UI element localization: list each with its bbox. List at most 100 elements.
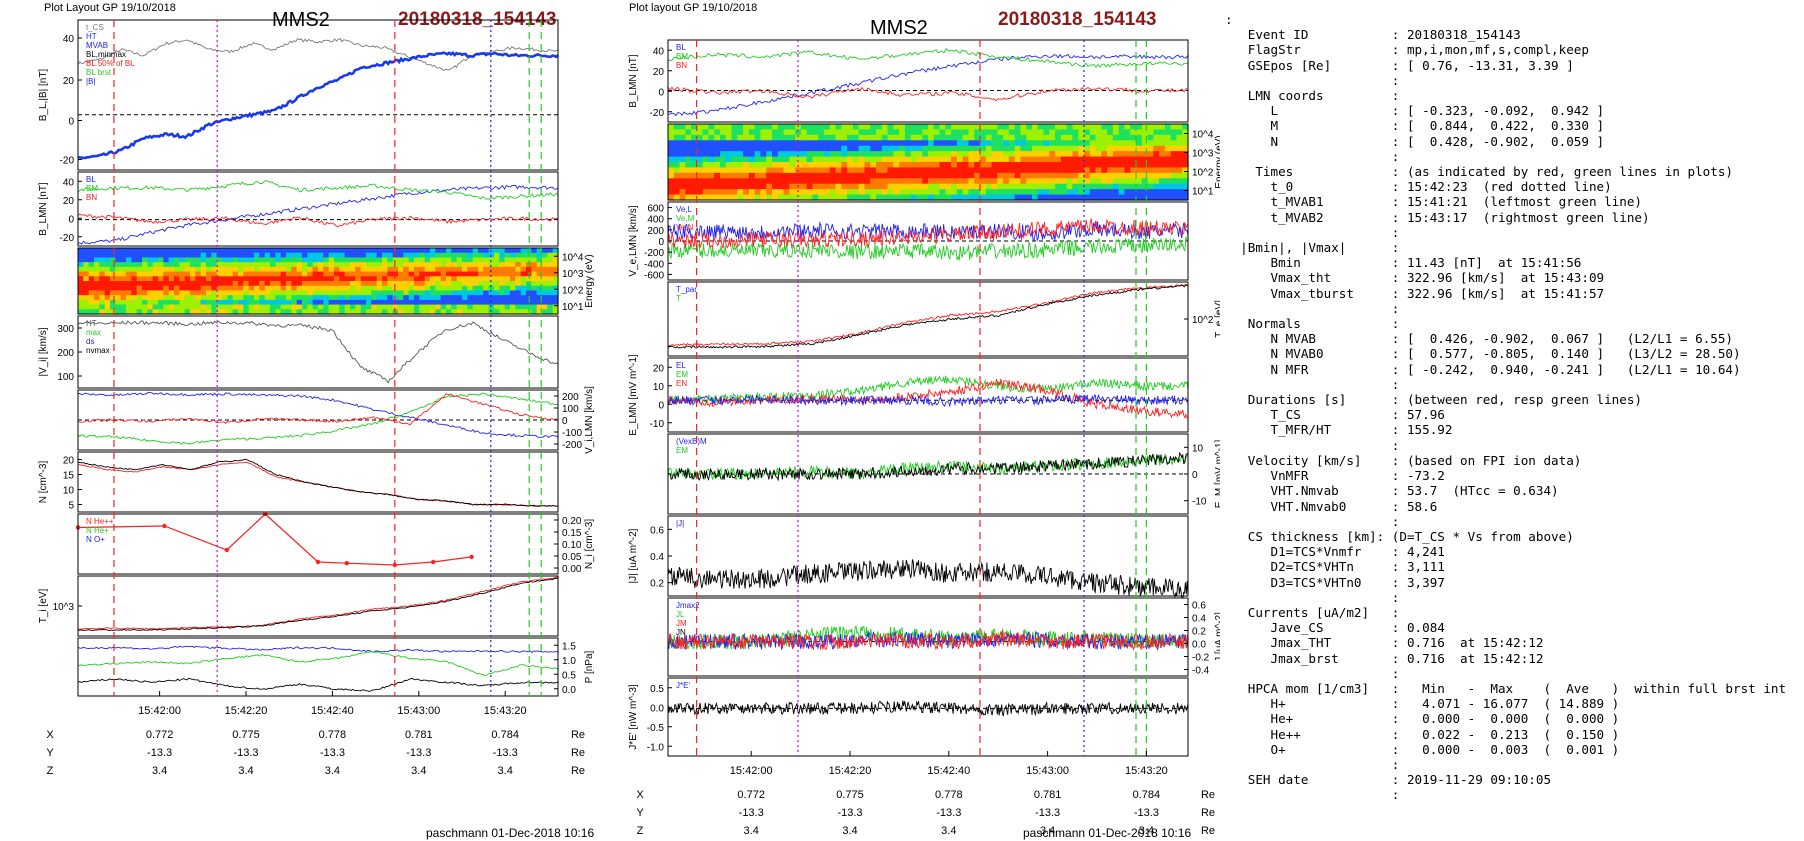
- spectrogram-cell: [824, 151, 831, 158]
- tick-label: 400: [647, 215, 664, 226]
- spectrogram-cell: [951, 134, 958, 141]
- spectrogram-cell: [254, 257, 260, 263]
- spectrogram-cell: [1136, 194, 1143, 201]
- spectrogram-cell: [783, 167, 790, 174]
- spectrogram-cell: [350, 271, 356, 277]
- panel-frame: [667, 123, 1189, 201]
- spectrogram-cell: [190, 285, 196, 292]
- spectrogram-cell: [467, 252, 474, 259]
- spectrogram-cell: [806, 189, 814, 196]
- spectrogram-cell: [430, 276, 436, 282]
- spectrogram-cell: [542, 271, 548, 277]
- spectrogram-cell: [83, 299, 90, 306]
- spectrogram-cell: [499, 266, 506, 273]
- spectrogram-cell: [131, 281, 138, 287]
- spectrogram-cell: [731, 183, 738, 190]
- spectrogram-cell: [887, 167, 894, 174]
- spectrogram-cell: [974, 178, 981, 185]
- spectrogram-cell: [725, 167, 733, 174]
- spectrogram-cell: [852, 129, 860, 136]
- spectrogram-cell: [956, 145, 964, 152]
- spectrogram-cell: [211, 285, 218, 292]
- spectrogram-cell: [243, 262, 250, 268]
- spectrogram-cell: [131, 304, 138, 310]
- spectrogram-cell: [430, 309, 436, 315]
- spectrogram-cell: [904, 189, 912, 196]
- spectrogram-cell: [158, 248, 164, 254]
- spectrogram-cell: [870, 156, 877, 163]
- spectrogram-cell: [552, 281, 559, 287]
- spectrogram-cell: [110, 281, 116, 287]
- spectrogram-cell: [795, 140, 802, 147]
- spectrogram-cell: [858, 124, 866, 131]
- spectrogram-cell: [99, 309, 106, 315]
- spectrogram-cell: [1164, 145, 1172, 152]
- spectrogram-cell: [974, 151, 981, 158]
- spectrogram-cell: [1118, 172, 1126, 179]
- spectrogram-cell: [829, 129, 837, 136]
- spectrogram-cell: [789, 189, 796, 196]
- panel-frame: [77, 171, 559, 247]
- spectrogram-cell: [731, 134, 738, 141]
- spectrogram-cell: [772, 178, 779, 185]
- spectrogram-cell: [737, 189, 744, 196]
- spectrogram-cell: [462, 309, 468, 315]
- spectrogram-cell: [777, 124, 785, 131]
- spectrogram-cell: [275, 299, 282, 306]
- spectrogram-cell: [115, 295, 122, 301]
- spectrogram-cell: [985, 145, 993, 152]
- spectrogram-cell: [232, 271, 239, 277]
- spectrogram-cell: [478, 276, 484, 282]
- spectrogram-cell: [1112, 134, 1120, 141]
- spectrogram-cell: [916, 162, 923, 169]
- spectrogram-cell: [350, 281, 356, 287]
- spectrogram-cell: [835, 151, 842, 158]
- spectrogram-cell: [355, 276, 362, 282]
- spectrogram-cell: [163, 295, 170, 301]
- spectrogram-cell: [1043, 145, 1050, 152]
- spectrogram-cell: [152, 299, 159, 306]
- spectrogram-cell: [211, 281, 218, 287]
- spectrogram-cell: [190, 252, 196, 259]
- tick-label: 10: [1192, 443, 1204, 454]
- spectrogram-cell: [1078, 156, 1085, 163]
- spectrogram-cell: [88, 271, 95, 277]
- spectrogram-cell: [1124, 178, 1131, 185]
- spectrogram-cell: [451, 309, 458, 315]
- spectrogram-cell: [737, 151, 744, 158]
- spectrogram-cell: [997, 167, 1004, 174]
- spectrogram-cell: [945, 151, 952, 158]
- spectrogram-cell: [725, 162, 733, 169]
- spectrogram-cell: [206, 299, 212, 306]
- spectrogram-cell: [462, 257, 468, 263]
- tick-label: 0.5: [562, 670, 576, 681]
- spectrogram-cell: [110, 290, 116, 296]
- panel-frame: [667, 281, 1189, 357]
- spectrogram-cell: [760, 156, 767, 163]
- spectrogram-cell: [222, 257, 228, 263]
- spectrogram-cell: [334, 271, 340, 277]
- spectrogram-cell: [323, 257, 330, 263]
- spectrogram-cell: [78, 304, 84, 310]
- tick-label: 40: [63, 177, 75, 188]
- tick-label: -600: [644, 270, 664, 281]
- spectrogram-cell: [296, 276, 303, 282]
- spectrogram-cell: [1014, 167, 1022, 174]
- spectrogram-cell: [685, 183, 692, 190]
- spectrogram-cell: [1124, 134, 1131, 141]
- spectrogram-cell: [1176, 194, 1183, 201]
- spectrogram-cell: [456, 299, 463, 306]
- spectrogram-cell: [864, 140, 871, 147]
- spectrogram-cell: [696, 189, 704, 196]
- spectrogram-cell: [893, 151, 900, 158]
- spectrogram-cell: [789, 134, 796, 141]
- spectrogram-cell: [1124, 145, 1131, 152]
- spectrogram-cell: [360, 309, 367, 315]
- spectrogram-cell: [350, 299, 356, 306]
- tick-label: -0.5: [647, 723, 665, 734]
- spectrogram-cell: [211, 299, 218, 306]
- spectrogram-cell: [520, 271, 527, 277]
- spectrogram-cell: [302, 304, 308, 310]
- spectrogram-cell: [152, 266, 159, 273]
- spectrogram-cell: [1101, 124, 1108, 131]
